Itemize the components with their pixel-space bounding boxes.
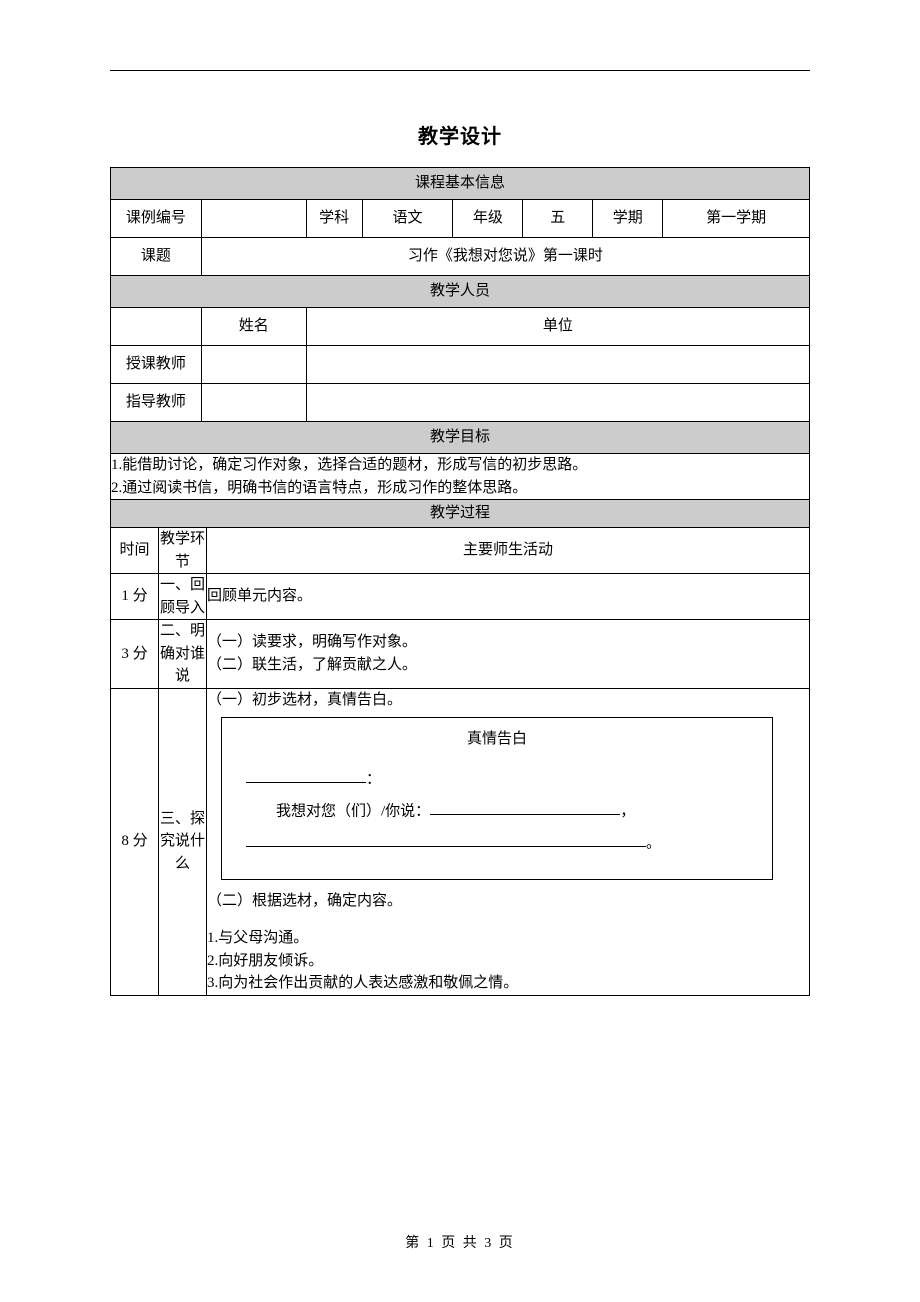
process-row-1: 3 分 二、明确对谁说 （一）读要求，明确写作对象。 （二）联生活，了解贡献之人… (111, 620, 810, 689)
document-title: 教学设计 (110, 120, 810, 149)
confession-line-1: ： (246, 767, 748, 791)
process-row-0: 1 分 一、回顾导入 回顾单元内容。 (111, 574, 810, 620)
process-header-row: 时间 教学环节 主要师生活动 (111, 528, 810, 574)
section-header-staff: 教学人员 (111, 276, 810, 308)
label-course-id: 课例编号 (111, 200, 202, 238)
confession-l2-suffix: ， (620, 803, 635, 819)
staff-row-0: 授课教师 (111, 346, 810, 384)
process-row-2: 8 分 三、探究说什么 （一）初步选材，真情告白。 真情告白 ： 我想对您（们）… (111, 688, 810, 995)
confession-l1-suffix: ： (366, 771, 381, 787)
staff-role-0: 授课教师 (111, 346, 202, 384)
staff-row-1: 指导教师 (111, 384, 810, 422)
goals-cell: 1.能借助讨论，确定习作对象，选择合适的题材，形成写信的初步思路。 2.通过阅读… (111, 454, 810, 500)
staff-name-1 (201, 384, 306, 422)
page-footer: 第 1 页 共 3 页 (0, 1232, 920, 1252)
label-semester: 学期 (593, 200, 663, 238)
activity-2-after-0: （二）根据选材，确定内容。 (207, 890, 809, 913)
process-col-activity: 主要师生活动 (207, 528, 810, 574)
staff-header-row: 姓名 单位 (111, 308, 810, 346)
activity-2-after-4: 3.向为社会作出贡献的人表达感激和敬佩之情。 (207, 972, 809, 995)
activity-1-line-1: （二）联生活，了解贡献之人。 (207, 654, 809, 677)
value-topic: 习作《我想对您说》第一课时 (201, 238, 809, 276)
label-subject: 学科 (306, 200, 362, 238)
confession-line-3: 。 (246, 831, 748, 855)
process-step-2: 三、探究说什么 (159, 688, 207, 995)
confession-box: 真情告白 ： 我想对您（们）/你说： ， 。 (221, 717, 773, 880)
activity-2-before: （一）初步选材，真情告白。 (207, 689, 809, 712)
value-grade: 五 (523, 200, 593, 238)
process-activity-0: 回顾单元内容。 (207, 574, 810, 620)
lesson-plan-table: 课程基本信息 课例编号 学科 语文 年级 五 学期 第一学期 课题 习作《我想对… (110, 167, 810, 528)
basic-info-row-1: 课例编号 学科 语文 年级 五 学期 第一学期 (111, 200, 810, 238)
staff-blank (111, 308, 202, 346)
staff-name-0 (201, 346, 306, 384)
confession-l2-prefix: 我想对您（们）/你说： (276, 803, 430, 819)
activity-2-after-3: 2.向好朋友倾诉。 (207, 950, 809, 973)
label-topic: 课题 (111, 238, 202, 276)
label-grade: 年级 (453, 200, 523, 238)
process-step-1: 二、明确对谁说 (159, 620, 207, 689)
value-semester: 第一学期 (663, 200, 810, 238)
activity-0-line-0: 回顾单元内容。 (207, 577, 809, 616)
confession-line-2: 我想对您（们）/你说： ， (246, 799, 748, 823)
activity-2-after-2: 1.与父母沟通。 (207, 927, 809, 950)
goal-line-1: 2.通过阅读书信，明确书信的语言特点，形成习作的整体思路。 (111, 477, 809, 500)
basic-info-row-2: 课题 习作《我想对您说》第一课时 (111, 238, 810, 276)
process-table: 时间 教学环节 主要师生活动 1 分 一、回顾导入 回顾单元内容。 3 分 二、… (110, 528, 810, 996)
confession-title: 真情告白 (246, 728, 748, 751)
staff-col-unit: 单位 (306, 308, 809, 346)
value-course-id (201, 200, 306, 238)
goal-line-0: 1.能借助讨论，确定习作对象，选择合适的题材，形成写信的初步思路。 (111, 454, 809, 477)
process-time-0: 1 分 (111, 574, 159, 620)
process-step-0: 一、回顾导入 (159, 574, 207, 620)
staff-col-name: 姓名 (201, 308, 306, 346)
staff-unit-0 (306, 346, 809, 384)
process-activity-2: （一）初步选材，真情告白。 真情告白 ： 我想对您（们）/你说： ， 。 （二）根… (207, 688, 810, 995)
staff-unit-1 (306, 384, 809, 422)
blank-underline (430, 799, 620, 816)
process-time-2: 8 分 (111, 688, 159, 995)
confession-l3-suffix: 。 (646, 835, 661, 851)
staff-role-1: 指导教师 (111, 384, 202, 422)
activity-2-after-1 (207, 912, 809, 927)
page: 教学设计 课程基本信息 课例编号 学科 语文 年级 五 学期 第一学期 课题 习… (0, 0, 920, 1302)
section-header-basic-info: 课程基本信息 (111, 168, 810, 200)
section-header-process: 教学过程 (111, 500, 810, 528)
activity-1-line-0: （一）读要求，明确写作对象。 (207, 631, 809, 654)
process-col-step: 教学环节 (159, 528, 207, 574)
section-header-goals: 教学目标 (111, 422, 810, 454)
top-rule (110, 70, 810, 71)
blank-underline (246, 767, 366, 784)
process-activity-1: （一）读要求，明确写作对象。 （二）联生活，了解贡献之人。 (207, 620, 810, 689)
process-col-time: 时间 (111, 528, 159, 574)
process-time-1: 3 分 (111, 620, 159, 689)
blank-underline (246, 831, 646, 848)
value-subject: 语文 (362, 200, 453, 238)
